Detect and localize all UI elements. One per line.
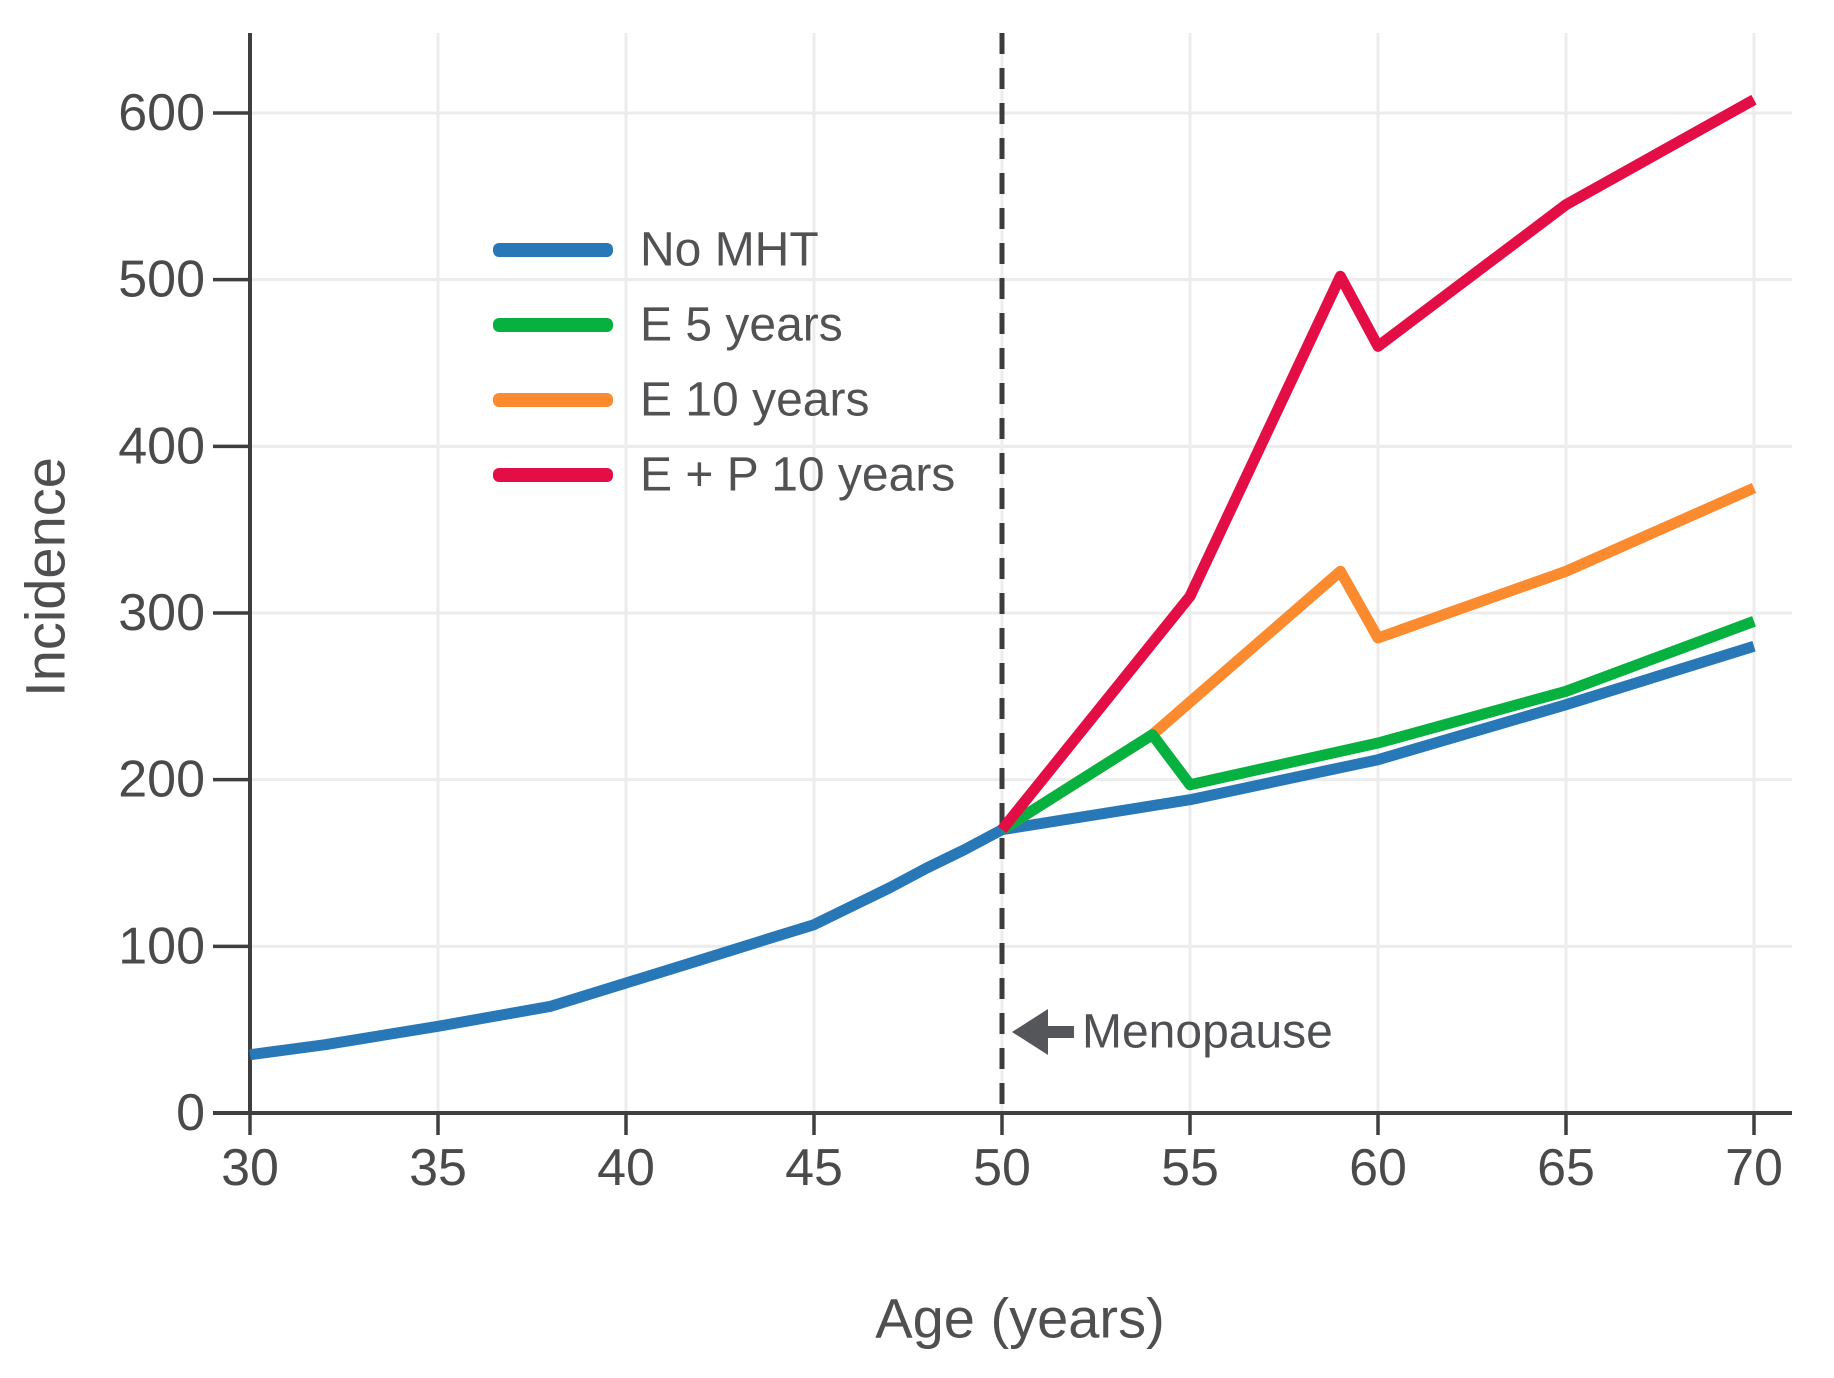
series-line-no-mht (249, 641, 1756, 1061)
legend-label: E 5 years (640, 299, 843, 352)
x-tick-label: 35 (409, 1139, 467, 1197)
y-tick-label: 400 (118, 417, 205, 475)
y-tick-label: 200 (118, 751, 205, 809)
legend-swatch (493, 393, 613, 407)
series-line-e-5-years (999, 616, 1756, 835)
y-tick-label: 0 (176, 1084, 205, 1142)
legend-swatch (493, 318, 613, 332)
x-tick-label: 30 (221, 1139, 279, 1197)
y-tick-label: 500 (118, 251, 205, 309)
x-axis-title: Age (years) (875, 1287, 1164, 1350)
legend: No MHT E 5 years E 10 years E + P 10 years (493, 224, 955, 502)
x-tick-label: 55 (1161, 1139, 1219, 1197)
legend-label: E + P 10 years (640, 449, 955, 502)
legend-swatch (493, 468, 613, 482)
x-tick-label: 65 (1537, 1139, 1595, 1197)
left-arrow-icon (1012, 1009, 1074, 1055)
series-line-e-p-10-years (997, 94, 1757, 834)
y-tick-label: 600 (118, 84, 205, 142)
legend-label: E 10 years (640, 374, 869, 427)
x-tick-label: 40 (597, 1139, 655, 1197)
y-tick-label: 100 (118, 917, 205, 975)
x-tick-label: 45 (785, 1139, 843, 1197)
legend-swatch (493, 243, 613, 257)
menopause-annotation: Menopause (1012, 1006, 1333, 1059)
axes: 0 100 200 300 400 500 600 30 35 40 45 50 55 60 65 70 (118, 33, 1792, 1197)
legend-label: No MHT (640, 224, 819, 277)
menopause-label: Menopause (1082, 1006, 1333, 1059)
y-axis-title: Incidence (14, 457, 77, 697)
x-tick-label: 50 (973, 1139, 1031, 1197)
data-series (249, 94, 1757, 1061)
x-tick-label: 60 (1349, 1139, 1407, 1197)
x-tick-label: 70 (1725, 1139, 1783, 1197)
y-tick-label: 300 (118, 584, 205, 642)
